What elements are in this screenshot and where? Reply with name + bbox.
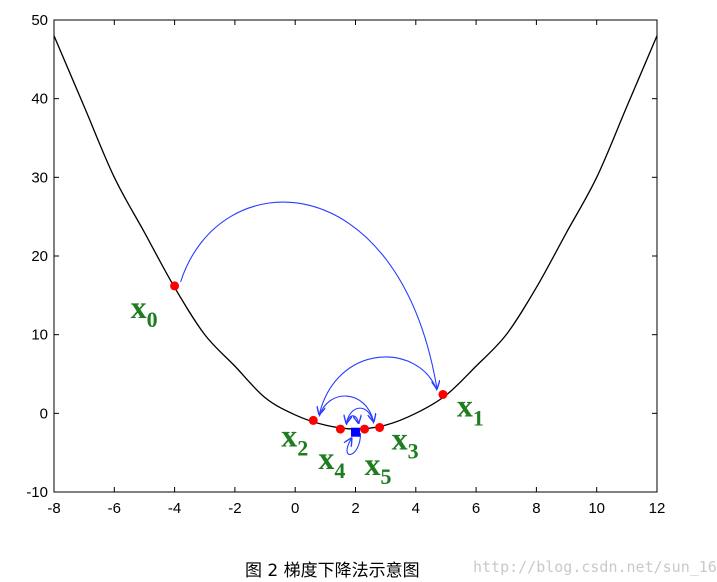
x-tick-label: 2 bbox=[351, 500, 359, 517]
step-arrow bbox=[345, 416, 358, 426]
iterate-label: x2 bbox=[281, 417, 308, 460]
x-tick-label: 12 bbox=[649, 500, 666, 517]
iterate-point bbox=[375, 422, 385, 432]
iterate-label-base: x bbox=[392, 420, 408, 456]
minimum-marker bbox=[351, 427, 360, 437]
iterate-label: x0 bbox=[131, 289, 158, 332]
plot-area bbox=[53, 19, 658, 493]
x-tick-label: 8 bbox=[532, 500, 540, 517]
iterate-point bbox=[335, 424, 345, 434]
iterate-label: x1 bbox=[457, 387, 484, 430]
y-tick-label: 10 bbox=[31, 327, 48, 344]
step-arrow bbox=[347, 433, 362, 456]
iterate-label-sub: 0 bbox=[147, 307, 158, 332]
x-tick-label: 6 bbox=[472, 500, 480, 517]
step-arrow bbox=[319, 356, 438, 414]
iterate-label-base: x bbox=[457, 387, 473, 423]
iterate-label-base: x bbox=[365, 446, 381, 482]
x-tick-label: -2 bbox=[228, 500, 241, 517]
iterate-label-base: x bbox=[318, 440, 334, 476]
iterate-label-sub: 1 bbox=[473, 405, 484, 430]
y-tick-label: 40 bbox=[31, 91, 48, 108]
x-tick-label: -8 bbox=[47, 500, 60, 517]
step-arrow bbox=[180, 201, 437, 388]
iterate-label-base: x bbox=[131, 289, 147, 325]
caption-text: 图 2 梯度下降法示意图 bbox=[245, 561, 420, 581]
y-tick-label: -10 bbox=[26, 484, 48, 501]
x-tick-label: -4 bbox=[168, 500, 181, 517]
iterate-label-sub: 4 bbox=[334, 458, 345, 483]
watermark-text: http://blog.csdn.net/sun_168 bbox=[473, 558, 717, 576]
x-tick-label: 0 bbox=[291, 500, 299, 517]
y-tick-label: 0 bbox=[40, 405, 48, 422]
x-tick-label: 10 bbox=[588, 500, 605, 517]
arrows-layer bbox=[180, 201, 438, 456]
points-layer bbox=[170, 281, 448, 437]
iterate-label: x3 bbox=[392, 420, 419, 463]
y-tick-label: 20 bbox=[31, 248, 48, 265]
iterate-point bbox=[360, 424, 370, 434]
iterate-point bbox=[170, 281, 180, 291]
iterate-point bbox=[308, 415, 318, 425]
iterate-label: x5 bbox=[365, 446, 392, 489]
y-tick-label: 50 bbox=[31, 12, 48, 29]
figure-caption: 图 2 梯度下降法示意图 http://blog.csdn.net/sun_16… bbox=[0, 556, 717, 581]
x-tick-label: -6 bbox=[108, 500, 121, 517]
iterate-label-base: x bbox=[281, 417, 297, 453]
iterate-label: x4 bbox=[318, 440, 345, 483]
iterate-label-sub: 5 bbox=[381, 464, 392, 489]
iterate-label-sub: 2 bbox=[297, 435, 308, 460]
iterate-label-sub: 3 bbox=[408, 438, 419, 463]
step-arrow bbox=[318, 395, 373, 421]
iterate-point bbox=[438, 389, 448, 399]
x-tick-label: 4 bbox=[412, 500, 420, 517]
y-tick-label: 30 bbox=[31, 169, 48, 186]
